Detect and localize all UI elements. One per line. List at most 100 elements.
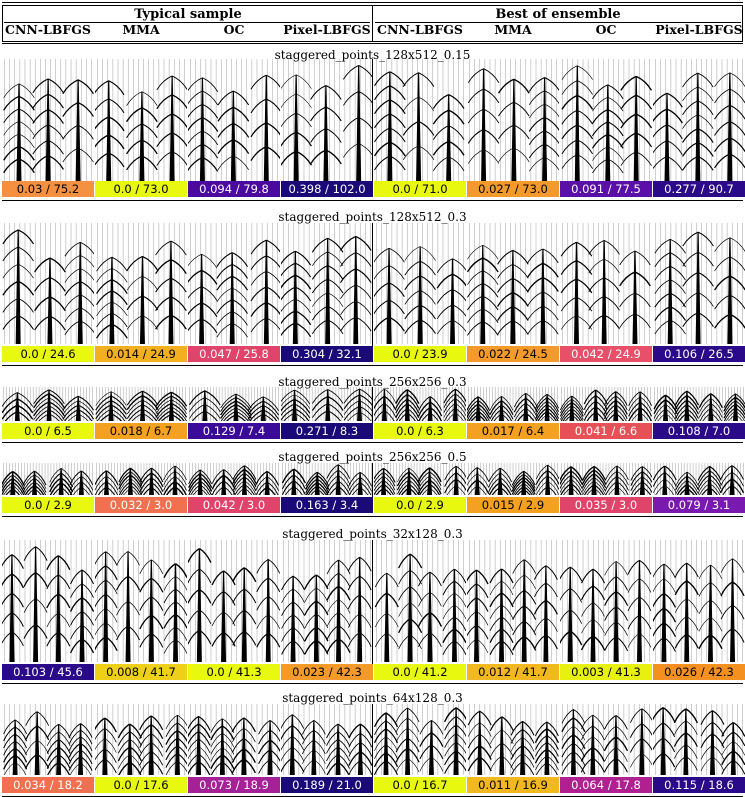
structure-image xyxy=(560,223,652,344)
section-title: staggered_points_128x512_0.15 xyxy=(274,48,471,62)
section-title: staggered_points_32x128_0.3 xyxy=(282,527,463,541)
score-badge: 0.079 / 3.1 xyxy=(653,497,745,513)
score-badge: 0.398 / 102.0 xyxy=(281,181,373,197)
score-badge: 0.115 / 18.6 xyxy=(653,777,745,793)
section-rule xyxy=(2,516,743,517)
group-underline-typical xyxy=(4,22,370,23)
structure-image xyxy=(188,463,280,495)
group-divider xyxy=(372,59,373,197)
score-badge: 0.0 / 24.6 xyxy=(2,346,94,362)
structure-image xyxy=(95,704,187,775)
score-badge: 0.014 / 24.9 xyxy=(95,346,187,362)
score-badge: 0.03 / 75.2 xyxy=(2,181,94,197)
structure-image xyxy=(188,387,280,421)
score-badge: 0.022 / 24.5 xyxy=(467,346,559,362)
score-badge: 0.0 / 23.9 xyxy=(374,346,466,362)
structure-image xyxy=(95,223,187,344)
score-badge: 0.017 / 6.4 xyxy=(467,423,559,439)
structure-image xyxy=(374,463,466,495)
score-badge: 0.032 / 3.0 xyxy=(95,497,187,513)
structure-image xyxy=(95,540,187,662)
structure-image xyxy=(188,704,280,775)
score-badge: 0.011 / 16.9 xyxy=(467,777,559,793)
header-bottom-rule-1 xyxy=(2,41,743,42)
score-badge: 0.0 / 73.0 xyxy=(95,181,187,197)
score-badge: 0.108 / 7.0 xyxy=(653,423,745,439)
score-badge: 0.018 / 6.7 xyxy=(95,423,187,439)
column-header: CNN-LBFGS xyxy=(5,22,91,37)
structure-image xyxy=(560,387,652,421)
section-title: staggered_points_128x512_0.3 xyxy=(278,210,467,224)
group-title-typical: Typical sample xyxy=(134,7,242,22)
structure-image xyxy=(374,59,466,181)
column-header: OC xyxy=(223,22,245,37)
score-badge: 0.094 / 79.8 xyxy=(188,181,280,197)
score-badge: 0.271 / 8.3 xyxy=(281,423,373,439)
structure-image xyxy=(653,223,745,344)
top-rule-1 xyxy=(2,2,743,3)
score-badge: 0.042 / 3.0 xyxy=(188,497,280,513)
group-divider xyxy=(372,704,373,793)
column-header: MMA xyxy=(122,22,160,37)
structure-image xyxy=(95,59,187,181)
structure-image xyxy=(2,223,94,344)
score-badge: 0.0 / 71.0 xyxy=(374,181,466,197)
section-title: staggered_points_256x256_0.3 xyxy=(278,375,467,389)
column-header: CNN-LBFGS xyxy=(377,22,463,37)
group-title-best: Best of ensemble xyxy=(495,7,621,22)
structure-image xyxy=(2,704,94,775)
structure-image xyxy=(653,387,745,421)
group-divider xyxy=(372,387,373,439)
score-badge: 0.035 / 3.0 xyxy=(560,497,652,513)
header-bottom-rule-2 xyxy=(2,43,743,44)
score-badge: 0.008 / 41.7 xyxy=(95,664,187,680)
section-title: staggered_points_256x256_0.5 xyxy=(278,450,467,464)
score-badge: 0.103 / 45.6 xyxy=(2,664,94,680)
score-badge: 0.026 / 42.3 xyxy=(653,664,745,680)
structure-image xyxy=(374,704,466,775)
structure-image xyxy=(2,59,94,181)
score-badge: 0.0 / 6.5 xyxy=(2,423,94,439)
structure-image xyxy=(560,540,652,662)
structure-image xyxy=(560,463,652,495)
score-badge: 0.091 / 77.5 xyxy=(560,181,652,197)
header-left-border xyxy=(2,5,3,42)
structure-image xyxy=(560,704,652,775)
section-rule xyxy=(2,442,743,443)
score-badge: 0.015 / 2.9 xyxy=(467,497,559,513)
header-right-border xyxy=(742,5,743,42)
section-rule xyxy=(2,200,743,201)
structure-image xyxy=(653,704,745,775)
score-badge: 0.0 / 41.3 xyxy=(188,664,280,680)
score-badge: 0.023 / 42.3 xyxy=(281,664,373,680)
score-badge: 0.106 / 26.5 xyxy=(653,346,745,362)
column-header: Pixel-LBFGS xyxy=(655,22,743,37)
structure-image xyxy=(281,540,373,662)
structure-image xyxy=(188,59,280,181)
structure-image xyxy=(374,540,466,662)
score-badge: 0.003 / 41.3 xyxy=(560,664,652,680)
structure-image xyxy=(467,387,559,421)
structure-image xyxy=(95,387,187,421)
structure-image xyxy=(188,540,280,662)
structure-image xyxy=(467,540,559,662)
section-rule xyxy=(2,683,743,684)
header-divider xyxy=(372,5,373,42)
section-rule xyxy=(2,365,743,366)
score-badge: 0.304 / 32.1 xyxy=(281,346,373,362)
score-badge: 0.0 / 2.9 xyxy=(2,497,94,513)
score-badge: 0.129 / 7.4 xyxy=(188,423,280,439)
structure-image xyxy=(2,387,94,421)
structure-image xyxy=(467,704,559,775)
structure-image xyxy=(188,223,280,344)
score-badge: 0.0 / 6.3 xyxy=(374,423,466,439)
structure-image xyxy=(467,463,559,495)
score-badge: 0.073 / 18.9 xyxy=(188,777,280,793)
structure-image xyxy=(653,463,745,495)
group-divider xyxy=(372,540,373,680)
score-badge: 0.0 / 2.9 xyxy=(374,497,466,513)
score-badge: 0.047 / 25.8 xyxy=(188,346,280,362)
section-title: staggered_points_64x128_0.3 xyxy=(282,691,463,705)
score-badge: 0.0 / 41.2 xyxy=(374,664,466,680)
score-badge: 0.163 / 3.4 xyxy=(281,497,373,513)
